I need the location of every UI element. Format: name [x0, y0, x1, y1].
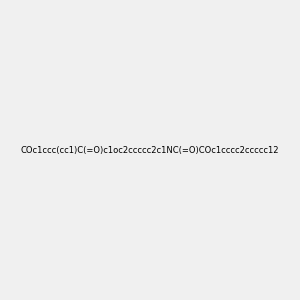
- Text: COc1ccc(cc1)C(=O)c1oc2ccccc2c1NC(=O)COc1cccc2ccccc12: COc1ccc(cc1)C(=O)c1oc2ccccc2c1NC(=O)COc1…: [21, 146, 279, 154]
